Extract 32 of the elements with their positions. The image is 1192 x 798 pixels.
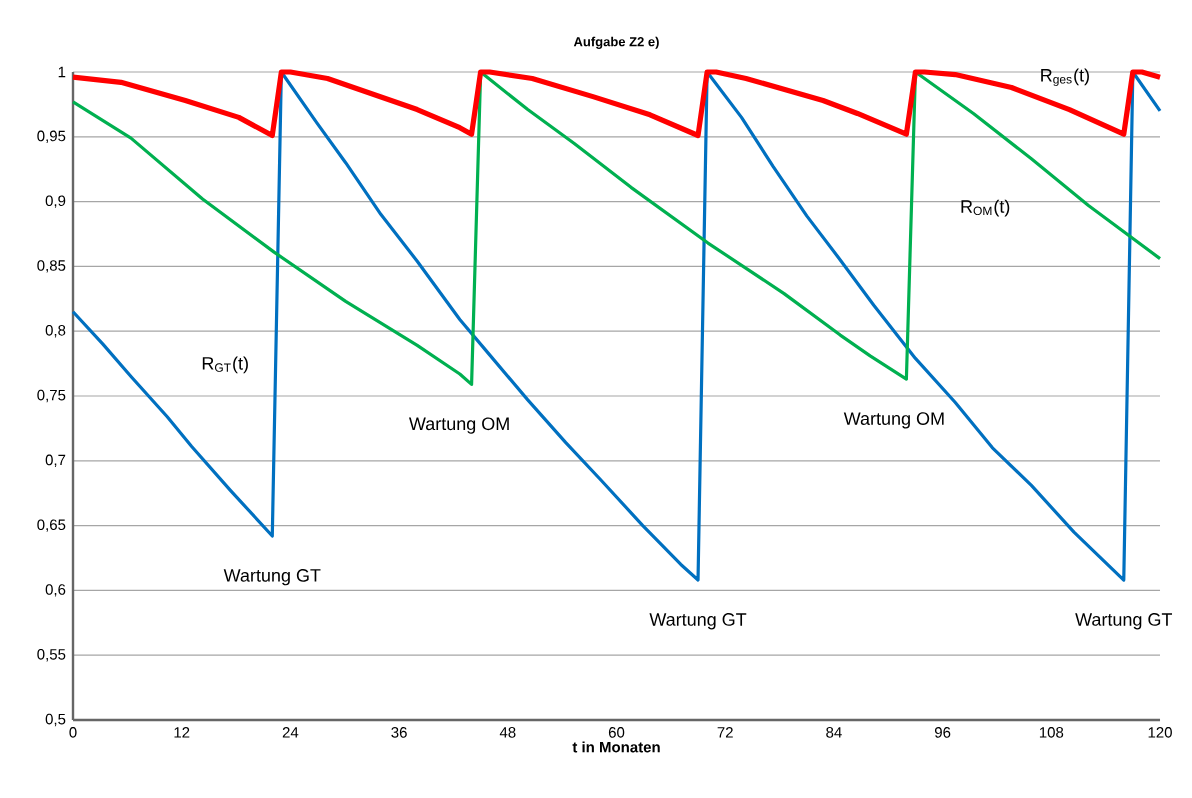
x-tick-label: 24 [282,727,299,738]
y-tick-label: 0,8 [45,325,66,338]
x-tick-label: 60 [608,727,625,738]
chart-title: Aufgabe Z2 e) [573,36,659,49]
x-tick-label: 72 [717,727,733,738]
y-tick-label: 0,7 [45,454,66,467]
series-label: R$_{ges}$(t) [1041,68,1089,86]
annotation: Wartung OM [843,412,944,429]
y-tick-label: 0,5 [45,713,66,727]
y-tick-label: 0,95 [37,130,66,143]
annotation: Wartung GT [223,569,321,586]
x-tick-label: 0 [69,727,77,738]
y-tick-label: 0,55 [37,649,66,662]
y-tick-label: 1 [58,66,66,78]
annotation: Wartung GT [649,613,747,630]
x-tick-label: 84 [826,727,842,738]
x-tick-label: 96 [934,727,951,738]
y-tick-label: 0,85 [37,260,66,273]
x-tick-label: 48 [499,727,516,738]
text: R$_{OM}$(t) [961,199,1010,217]
y-tick-label: 0,75 [37,389,66,403]
y-tick-label: 0,6 [45,584,66,597]
x-tick-label: 12 [174,727,190,738]
annotation: Wartung OM [408,417,509,434]
series-label: R$_{GT}$(t) [202,356,248,374]
x-tick-label: 108 [1039,727,1064,738]
y-tick-label: 0,65 [37,519,66,532]
x-axis-title: t in Monaten [572,741,660,753]
annotation: Wartung GT [1075,613,1173,630]
y-tick-label: 0,9 [45,195,66,208]
x-tick-label: 120 [1148,727,1172,738]
x-tick-label: 36 [391,727,407,738]
